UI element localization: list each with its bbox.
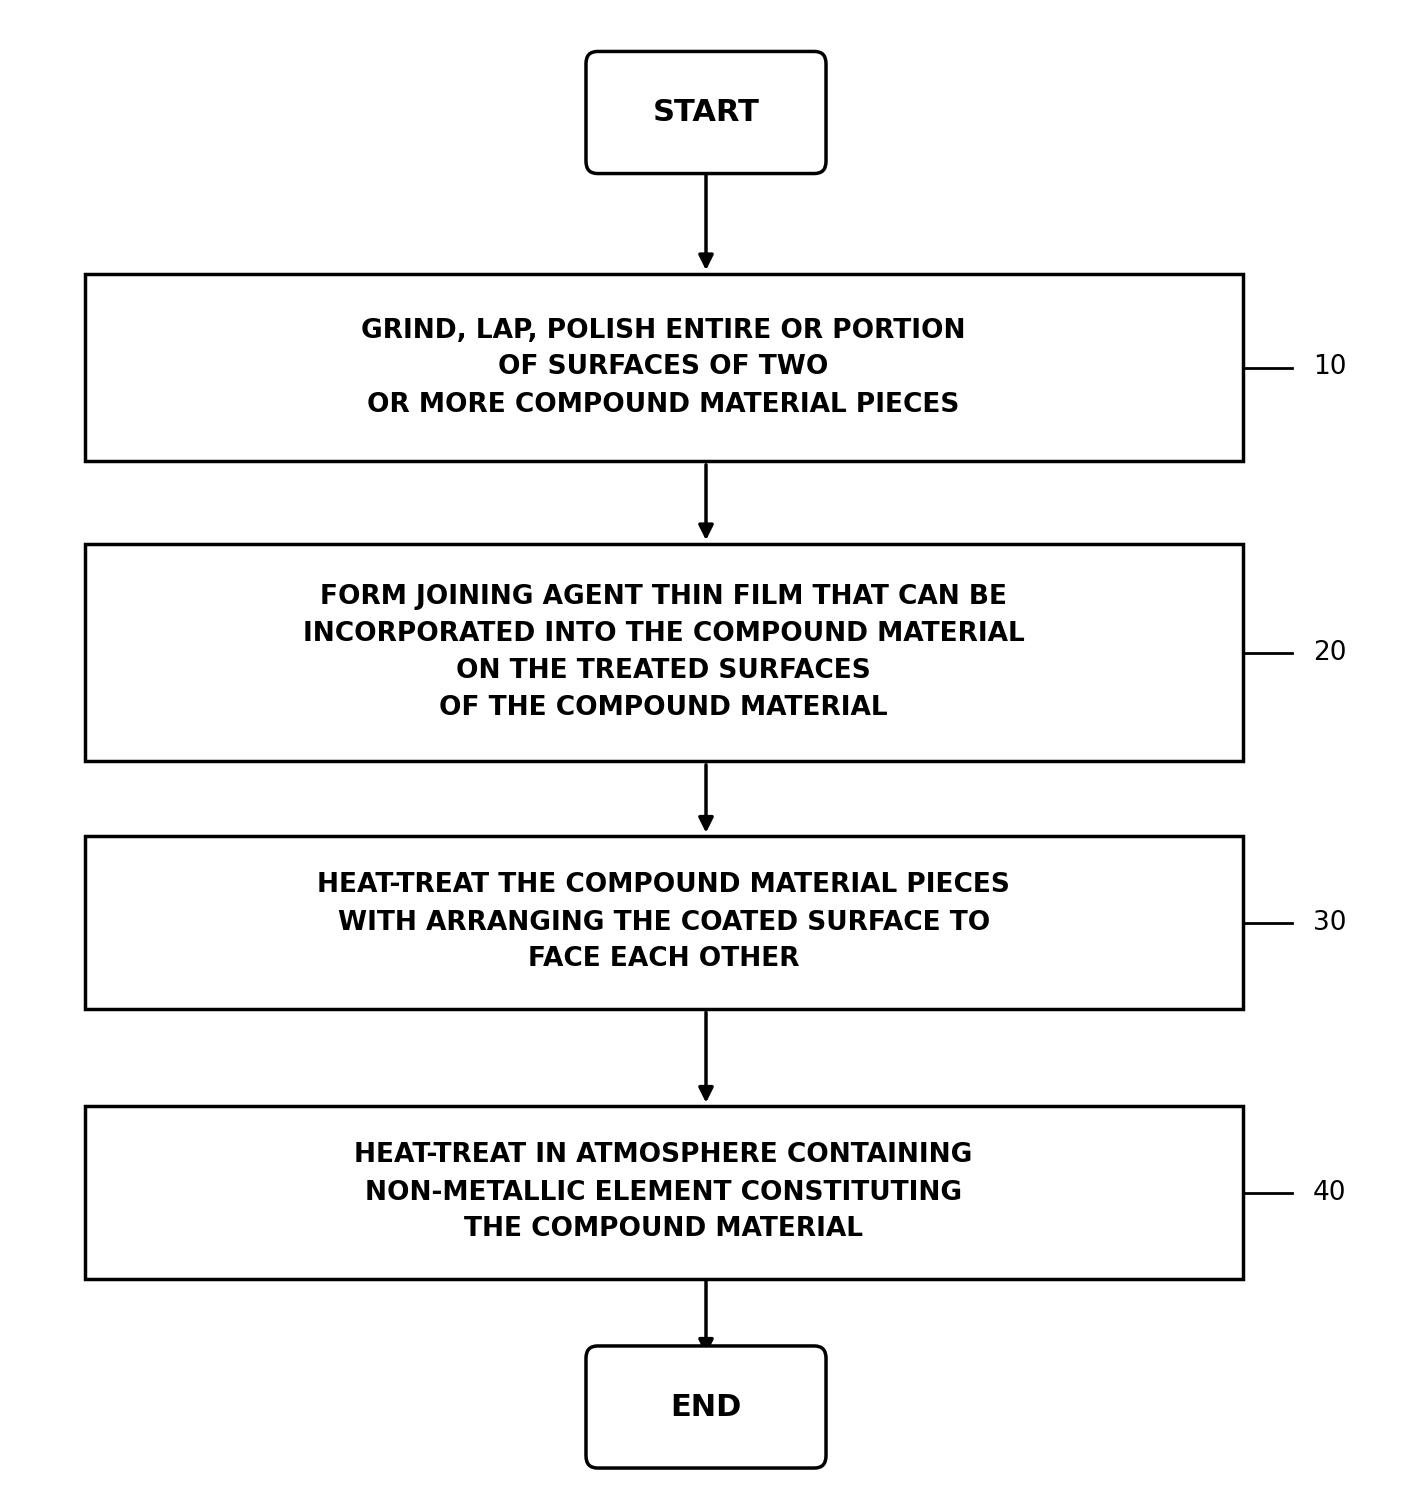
Text: GRIND, LAP, POLISH ENTIRE OR PORTION
OF SURFACES OF TWO
OR MORE COMPOUND MATERIA: GRIND, LAP, POLISH ENTIRE OR PORTION OF …: [361, 318, 966, 417]
Bar: [85, 837, 1243, 1008]
Text: END: END: [671, 1392, 741, 1422]
Text: 10: 10: [1313, 354, 1347, 381]
Text: 40: 40: [1313, 1179, 1347, 1206]
Text: 20: 20: [1313, 639, 1347, 666]
Text: FORM JOINING AGENT THIN FILM THAT CAN BE
INCORPORATED INTO THE COMPOUND MATERIAL: FORM JOINING AGENT THIN FILM THAT CAN BE…: [302, 584, 1025, 722]
Bar: [85, 544, 1243, 762]
Bar: [85, 1107, 1243, 1278]
Text: 30: 30: [1313, 909, 1347, 936]
Text: HEAT-TREAT THE COMPOUND MATERIAL PIECES
WITH ARRANGING THE COATED SURFACE TO
FAC: HEAT-TREAT THE COMPOUND MATERIAL PIECES …: [318, 873, 1010, 972]
FancyBboxPatch shape: [586, 51, 826, 174]
Bar: [85, 273, 1243, 462]
Text: HEAT-TREAT IN ATMOSPHERE CONTAINING
NON-METALLIC ELEMENT CONSTITUTING
THE COMPOU: HEAT-TREAT IN ATMOSPHERE CONTAINING NON-…: [354, 1143, 973, 1242]
FancyBboxPatch shape: [586, 1346, 826, 1468]
Text: START: START: [652, 98, 760, 128]
